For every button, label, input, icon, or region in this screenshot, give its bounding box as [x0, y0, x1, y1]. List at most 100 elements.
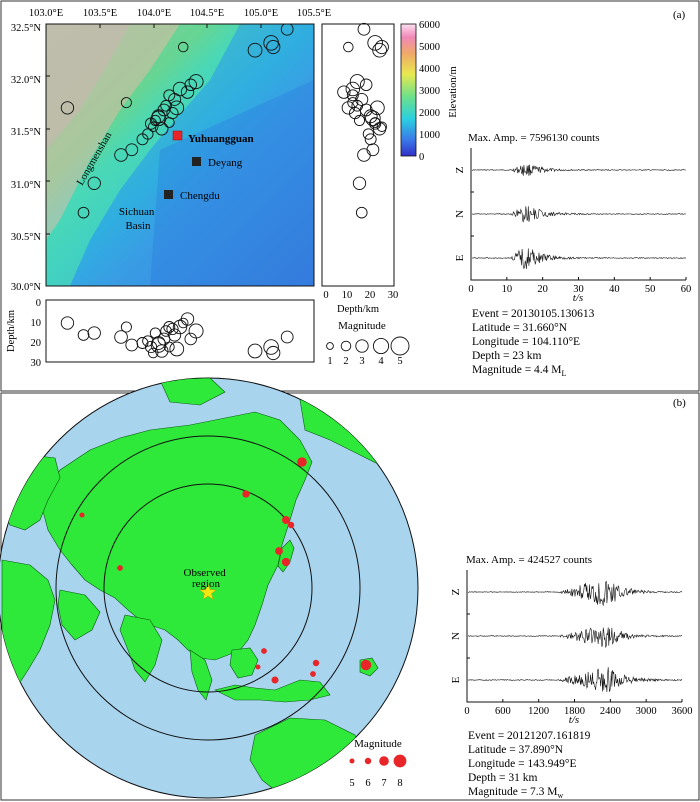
- waveform-a-xticks: 0 10 20 30 40 50 60: [468, 277, 691, 295]
- event-info-a: Event = 20130105.130613 Latitude = 31.66…: [472, 308, 595, 378]
- depth-marker: [166, 322, 179, 336]
- channel-label: Z: [450, 588, 462, 595]
- earthquake-marker: [155, 122, 169, 136]
- earthquake-marker: [180, 85, 195, 99]
- depth-marker: [355, 92, 369, 106]
- channel-label: E: [450, 676, 462, 683]
- lon-tick: 104.5°E: [190, 8, 224, 19]
- distance-ring-outer: [55, 435, 361, 741]
- earthquake-marker: [360, 659, 372, 671]
- colorbar-tick: 4000: [419, 64, 440, 75]
- colorbar-label: Elevation/m: [448, 66, 459, 117]
- earthquake-marker: [242, 490, 250, 498]
- waveform-a-channel-labels: Z N E: [454, 166, 466, 261]
- depth-marker: [346, 89, 359, 102]
- earthquake-marker: [310, 671, 316, 677]
- lon-tick: 103.0°E: [29, 8, 63, 19]
- earthquake-marker: [266, 39, 281, 55]
- earthquake-marker: [255, 664, 261, 670]
- legend-value: 4: [378, 356, 384, 367]
- elevation-colorbar: [400, 23, 417, 157]
- depth-marker: [345, 81, 361, 97]
- depth-marker: [266, 345, 281, 361]
- waveform-b-traces: [467, 580, 683, 693]
- depth-marker: [188, 323, 204, 339]
- lat-tick: 32.0°N: [11, 75, 42, 86]
- depth-marker: [125, 338, 139, 352]
- earthquake-marker: [120, 97, 132, 109]
- earthquake-marker: [184, 78, 197, 92]
- waveform-a-traces: [471, 164, 687, 270]
- depth-marker: [163, 341, 175, 353]
- sichuan-label: Sichuan: [119, 206, 155, 218]
- borneo-landmass: [229, 647, 259, 679]
- x-tick-label: 0: [464, 706, 469, 717]
- observed-region-label: Observed region: [184, 567, 229, 590]
- depth-side-xlabel: Depth/km: [337, 304, 379, 315]
- earthquake-marker: [149, 114, 161, 126]
- legend-value: 1: [327, 356, 332, 367]
- legend-marker: [390, 336, 410, 356]
- earthquake-marker: [169, 100, 185, 116]
- legend-marker: [340, 340, 352, 352]
- depth-marker: [142, 335, 154, 347]
- depth-side-tick: 10: [342, 290, 353, 301]
- depth-marker: [280, 330, 294, 344]
- earthquake-marker: [275, 547, 283, 555]
- x-tick-label: 2400: [600, 706, 621, 717]
- depth-marker: [149, 327, 161, 339]
- magnitude-legend-a-title: Magnitude: [338, 320, 386, 332]
- colorbar-ticks: 6000 5000 4000 3000 2000 1000 0: [419, 20, 440, 163]
- event-info-line: Event = 20121207.161819: [468, 730, 591, 742]
- depth-marker: [136, 337, 149, 349]
- earthquake-marker: [163, 89, 176, 102]
- depth-marker: [247, 343, 263, 359]
- depth-marker: [60, 316, 75, 330]
- distance-ring-inner: [103, 483, 313, 693]
- x-tick-label: 60: [681, 284, 692, 295]
- channel-label: N: [454, 210, 466, 218]
- chengdu-marker: [164, 190, 173, 199]
- depth-marker: [355, 206, 368, 219]
- x-tick-label: 20: [537, 284, 548, 295]
- event-info-line: Depth = 31 km: [468, 772, 537, 784]
- depth-marker: [367, 35, 383, 51]
- legend-marker: [355, 339, 369, 353]
- earthquake-marker: [287, 521, 295, 529]
- colorbar-tick: 0: [419, 152, 424, 163]
- earthquake-marker: [163, 117, 175, 128]
- depth-marker: [366, 143, 380, 157]
- legend-marker: [379, 756, 389, 766]
- colorbar-tick: 1000: [419, 130, 440, 141]
- panel-a-frame: [0, 0, 700, 392]
- seismogram-trace: [472, 164, 686, 176]
- elevation-map: [46, 24, 314, 286]
- earthquake-marker: [147, 121, 159, 132]
- depth-side-tick: 30: [388, 290, 399, 301]
- india-landmass: [119, 614, 163, 683]
- waveform-a-xlabel: t/s: [573, 292, 583, 304]
- depth-marker: [168, 328, 182, 342]
- magnitude-legend-b-title: Magnitude: [354, 738, 402, 750]
- x-tick-label: 10: [502, 284, 513, 295]
- depth-marker: [169, 341, 185, 357]
- depth-bottom-tick: 30: [31, 358, 42, 369]
- lon-tick: 103.5°E: [83, 8, 117, 19]
- depth-marker: [155, 344, 169, 358]
- observed-label-line1: Observed: [184, 567, 227, 579]
- observed-region-star: [199, 583, 217, 600]
- lat-tick: 30.5°N: [11, 232, 42, 243]
- arabia-landmass: [57, 589, 101, 641]
- depth-bottom-ticks: 0 10 20 30: [31, 298, 42, 369]
- earthquake-marker: [281, 557, 291, 567]
- indochina-landmass: [189, 649, 213, 701]
- lon-tick-labels: 103.0°E 103.5°E 104.0°E 104.5°E 105.0°E …: [29, 8, 331, 19]
- indonesia-landmass: [214, 679, 331, 703]
- depth-marker: [343, 41, 354, 53]
- magnitude-subscript: w: [558, 791, 564, 800]
- sichuan-basin-label: Sichuan Basin: [119, 206, 157, 232]
- seismogram-trace: [467, 627, 683, 649]
- depth-marker: [353, 114, 366, 126]
- depth-marker: [147, 347, 159, 359]
